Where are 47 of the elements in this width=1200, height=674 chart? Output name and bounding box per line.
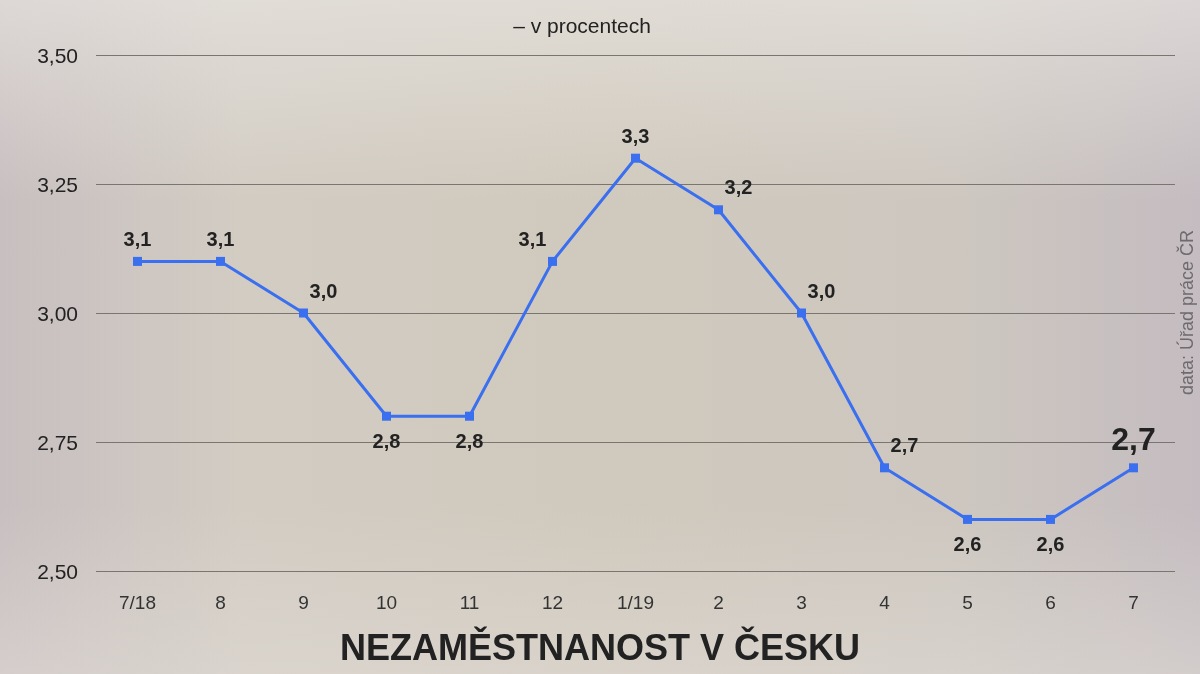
x-tick-label: 7 <box>1128 592 1139 613</box>
point <box>299 308 308 318</box>
x-tick-label: 9 <box>298 592 309 613</box>
x-tick-label: 8 <box>215 592 226 613</box>
x-tick-label: 7/18 <box>119 592 156 613</box>
y-tick-label: 2,75 <box>37 430 78 454</box>
chart-subtitle: – v procentech <box>513 14 651 37</box>
data-label: 3,2 <box>724 176 753 199</box>
point <box>963 514 972 524</box>
x-tick-label: 2 <box>713 592 724 613</box>
x-tick-label: 5 <box>962 592 973 613</box>
point <box>797 308 806 318</box>
data-label: 2,8 <box>372 429 401 452</box>
x-tick-label: 10 <box>375 592 398 613</box>
data-label: 3,0 <box>309 279 338 302</box>
x-tick-label: 11 <box>459 592 480 613</box>
data-label: 2,7 <box>1111 421 1156 458</box>
data-label: 2,6 <box>953 532 982 555</box>
y-tick-label: 2,50 <box>37 559 78 583</box>
data-label: 2,6 <box>1036 532 1065 555</box>
point <box>465 411 474 421</box>
point <box>714 205 723 215</box>
point <box>1129 463 1138 473</box>
text: data: Úřad práce ČR <box>1176 230 1197 396</box>
data-label: 3,0 <box>807 279 836 302</box>
point <box>548 256 557 266</box>
point <box>133 256 142 266</box>
point <box>631 153 640 163</box>
point <box>216 256 225 266</box>
y-tick-label: 3,25 <box>37 172 78 196</box>
x-tick-label: 12 <box>541 592 564 613</box>
data-label: 2,7 <box>890 434 919 457</box>
y-tick-label: 3,00 <box>37 301 78 325</box>
data-label: 3,1 <box>123 227 152 250</box>
x-tick-label: 1/19 <box>617 592 654 613</box>
y-tick-label: 3,50 <box>37 43 78 67</box>
data-label: 3,1 <box>206 227 235 250</box>
x-tick-label: 3 <box>796 592 807 613</box>
point <box>382 411 391 421</box>
data-label: 3,1 <box>518 227 547 250</box>
text: NEZAMĚSTNANOST V ČESKU <box>339 625 861 668</box>
point <box>1046 514 1055 524</box>
point <box>880 463 889 473</box>
x-tick-label: 6 <box>1045 592 1056 613</box>
data-label: 2,8 <box>455 429 484 452</box>
data-label: 3,3 <box>621 124 650 147</box>
x-tick-label: 4 <box>879 592 891 613</box>
